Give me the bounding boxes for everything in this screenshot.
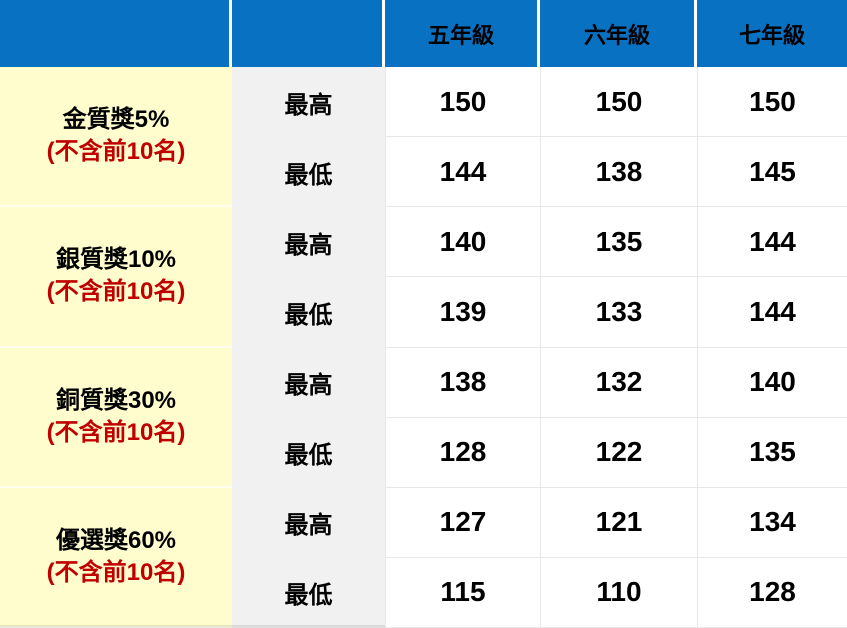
measure-label-max: 最高	[232, 487, 385, 558]
score-cell: 144	[697, 277, 847, 348]
measure-label-min: 最低	[232, 277, 385, 348]
measure-label-min: 最低	[232, 137, 385, 208]
measure-label-max: 最高	[232, 207, 385, 278]
award-label-bronze: 銅質獎30% (不含前10名)	[0, 347, 232, 488]
header-grade-5: 五年級	[385, 0, 540, 67]
score-cell: 150	[385, 67, 540, 138]
award-title: 銀質獎10%	[55, 246, 177, 274]
award-title: 銅質獎30%	[55, 386, 177, 414]
measure-label-min: 最低	[232, 417, 385, 488]
award-label-silver: 銀質獎10% (不含前10名)	[0, 207, 232, 348]
score-cell: 135	[540, 207, 697, 278]
score-cell: 144	[697, 207, 847, 278]
score-cell: 133	[540, 277, 697, 348]
measure-label-max: 最高	[232, 67, 385, 138]
score-cell: 127	[385, 487, 540, 558]
award-label-merit: 優選獎60% (不含前10名)	[0, 487, 232, 628]
award-note: (不含前10名)	[46, 418, 186, 446]
award-title: 金質獎5%	[62, 106, 170, 134]
score-cell: 132	[540, 347, 697, 418]
score-cell: 115	[385, 557, 540, 628]
score-cell: 140	[385, 207, 540, 278]
score-cell: 134	[697, 487, 847, 558]
score-cell: 110	[540, 557, 697, 628]
score-cell: 145	[697, 137, 847, 208]
score-cell: 144	[385, 137, 540, 208]
award-label-gold: 金質獎5% (不含前10名)	[0, 67, 232, 208]
score-cell: 121	[540, 487, 697, 558]
score-cell: 135	[697, 417, 847, 488]
measure-label-max: 最高	[232, 347, 385, 418]
score-cell: 138	[540, 137, 697, 208]
award-note: (不含前10名)	[46, 138, 186, 166]
measure-label-min: 最低	[232, 557, 385, 628]
header-corner-cell	[0, 0, 232, 67]
score-cell: 128	[697, 557, 847, 628]
header-grade-6: 六年級	[540, 0, 697, 67]
score-cell: 150	[540, 67, 697, 138]
award-note: (不含前10名)	[46, 278, 186, 306]
score-cell: 128	[385, 417, 540, 488]
score-cell: 139	[385, 277, 540, 348]
score-cell: 122	[540, 417, 697, 488]
award-title: 優選獎60%	[55, 526, 177, 554]
award-note: (不含前10名)	[46, 558, 186, 586]
score-cell: 138	[385, 347, 540, 418]
header-measure-cell	[232, 0, 385, 67]
header-grade-7: 七年級	[697, 0, 847, 67]
score-cell: 140	[697, 347, 847, 418]
score-cell: 150	[697, 67, 847, 138]
